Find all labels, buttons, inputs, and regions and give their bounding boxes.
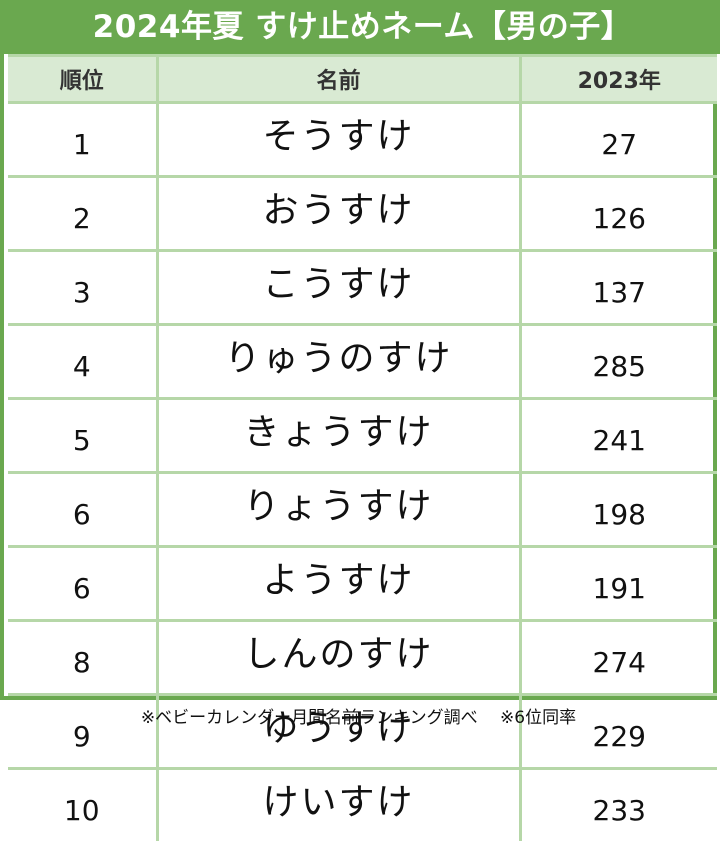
prev-year-cell: 198 xyxy=(520,473,717,547)
table-row: 8 しんのすけ 274 xyxy=(8,621,717,695)
prev-year-cell: 126 xyxy=(520,177,717,251)
rank-cell: 10 xyxy=(8,769,157,841)
table-row: 4 りゅうのすけ 285 xyxy=(8,325,717,399)
rank-cell: 5 xyxy=(8,399,157,473)
table-header-row: 順位 名前 2023年 xyxy=(8,56,717,103)
table-row: 2 おうすけ 126 xyxy=(8,177,717,251)
name-cell: ようすけ xyxy=(157,547,520,621)
name-cell: そうすけ xyxy=(157,103,520,177)
prev-year-cell: 27 xyxy=(520,103,717,177)
prev-year-cell: 274 xyxy=(520,621,717,695)
rank-cell: 2 xyxy=(8,177,157,251)
table-row: 3 こうすけ 137 xyxy=(8,251,717,325)
name-cell: けいすけ xyxy=(157,769,520,841)
rank-cell: 8 xyxy=(8,621,157,695)
table-row: 6 ようすけ 191 xyxy=(8,547,717,621)
ranking-card: 2024年夏 すけ止めネーム【男の子】 順位 名前 2023年 1 そうすけ 2… xyxy=(0,0,717,700)
column-header-name: 名前 xyxy=(157,56,520,103)
prev-year-cell: 241 xyxy=(520,399,717,473)
table-row: 1 そうすけ 27 xyxy=(8,103,717,177)
name-cell: きょうすけ xyxy=(157,399,520,473)
rank-cell: 4 xyxy=(8,325,157,399)
prev-year-cell: 233 xyxy=(520,769,717,841)
page-title: 2024年夏 すけ止めネーム【男の子】 xyxy=(4,0,720,54)
column-header-prev-year: 2023年 xyxy=(520,56,717,103)
column-header-rank: 順位 xyxy=(8,56,157,103)
table-row: 5 きょうすけ 241 xyxy=(8,399,717,473)
rank-cell: 3 xyxy=(8,251,157,325)
name-cell: こうすけ xyxy=(157,251,520,325)
prev-year-cell: 191 xyxy=(520,547,717,621)
source-footnote: ※ベビーカレンダー月間名前ランキング調べ ※6位同率 xyxy=(0,703,717,728)
rank-cell: 6 xyxy=(8,473,157,547)
prev-year-cell: 285 xyxy=(520,325,717,399)
table-row: 6 りょうすけ 198 xyxy=(8,473,717,547)
name-cell: しんのすけ xyxy=(157,621,520,695)
name-cell: りゅうのすけ xyxy=(157,325,520,399)
name-cell: おうすけ xyxy=(157,177,520,251)
name-cell: りょうすけ xyxy=(157,473,520,547)
table-row: 10 けいすけ 233 xyxy=(8,769,717,841)
rank-cell: 1 xyxy=(8,103,157,177)
rank-cell: 6 xyxy=(8,547,157,621)
prev-year-cell: 137 xyxy=(520,251,717,325)
